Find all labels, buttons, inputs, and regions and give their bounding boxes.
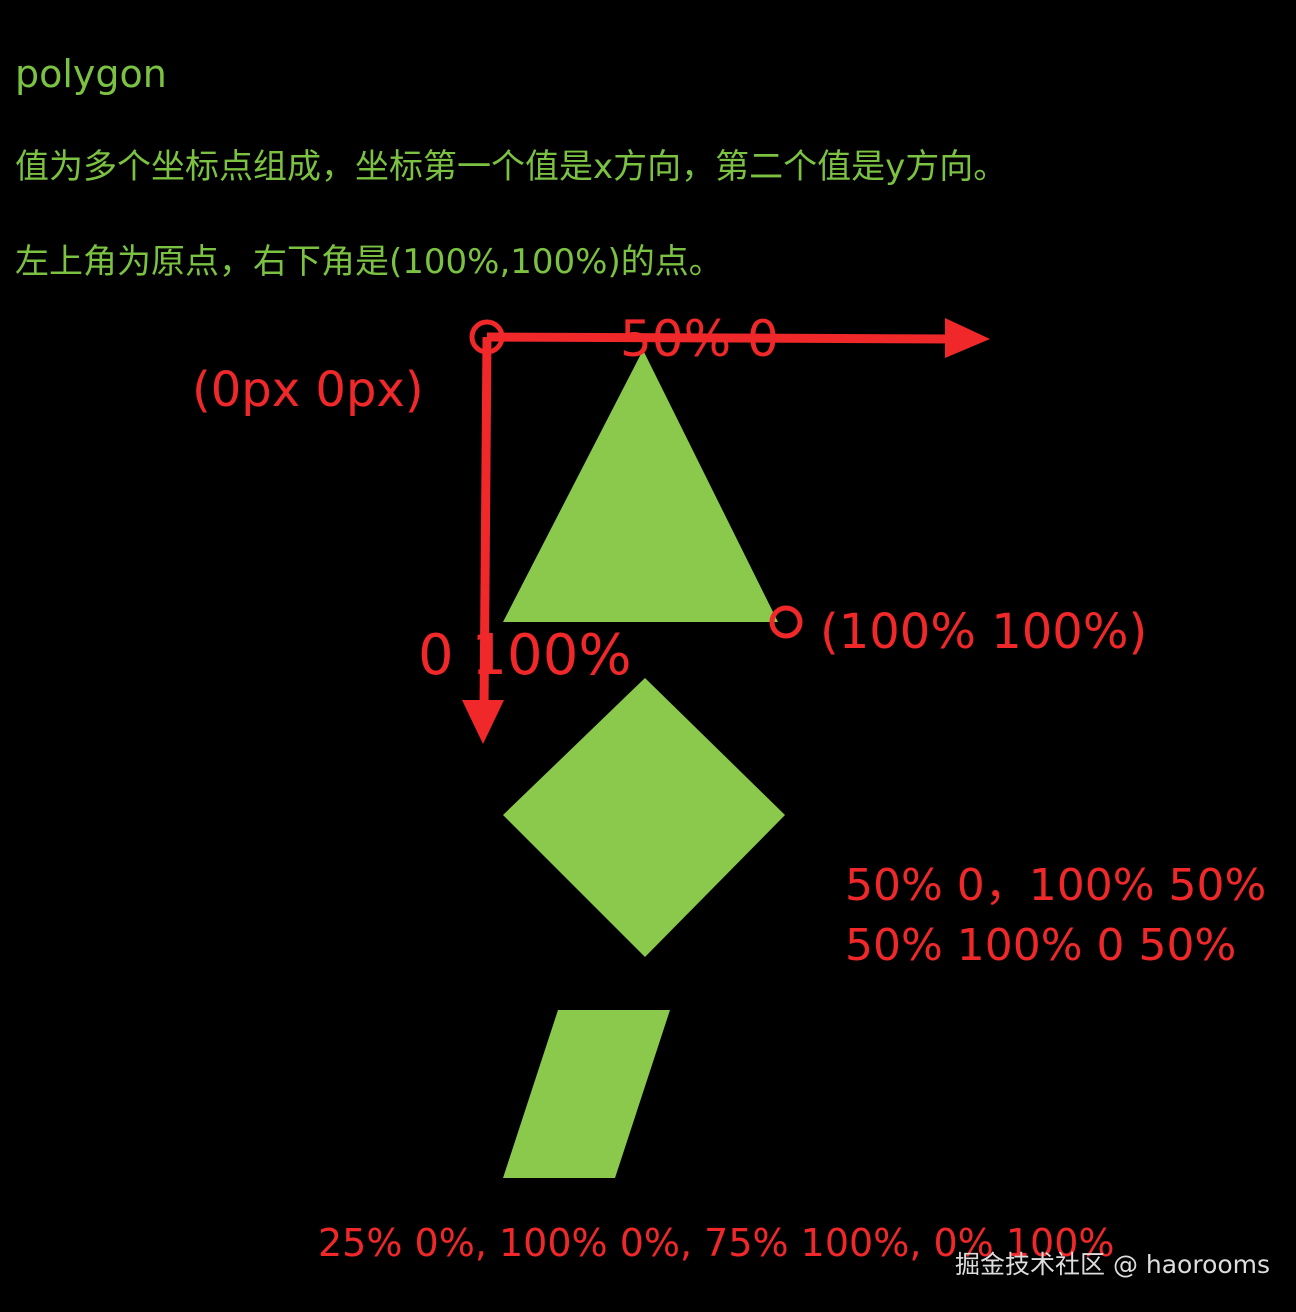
description-line-1: 值为多个坐标点组成，坐标第一个值是x方向，第二个值是y方向。 [15, 147, 1008, 187]
diamond-label-line-2: 50% 100% 0 50% [845, 920, 1237, 971]
bottom-right-label: (100% 100%) [820, 604, 1148, 660]
parallelogram-label: 25% 0%, 100% 0%, 75% 100%, 0% 100% [318, 1221, 1115, 1265]
parallelogram-shape [503, 1010, 670, 1178]
x-axis-arrow-line [486, 332, 956, 344]
origin-marker-circle [469, 319, 505, 355]
y-axis-arrow-line [479, 336, 492, 711]
origin-label: (0px 0px) [192, 362, 424, 418]
title: polygon [15, 52, 167, 96]
watermark: 掘金技术社区 @ haorooms [955, 1250, 1271, 1279]
bottom-left-label: 0 100% [418, 623, 632, 688]
y-axis-arrowhead [462, 700, 504, 744]
x-axis-arrowhead [945, 318, 990, 358]
bottom-right-marker-circle [769, 605, 803, 639]
triangle-shape [503, 350, 778, 622]
description-line-2: 左上角为原点，右下角是(100%,100%)的点。 [15, 242, 723, 282]
diamond-shape [503, 678, 785, 957]
diamond-label-line-1: 50% 0，100% 50% [845, 860, 1267, 911]
top-point-label: 50% 0 [620, 310, 779, 368]
